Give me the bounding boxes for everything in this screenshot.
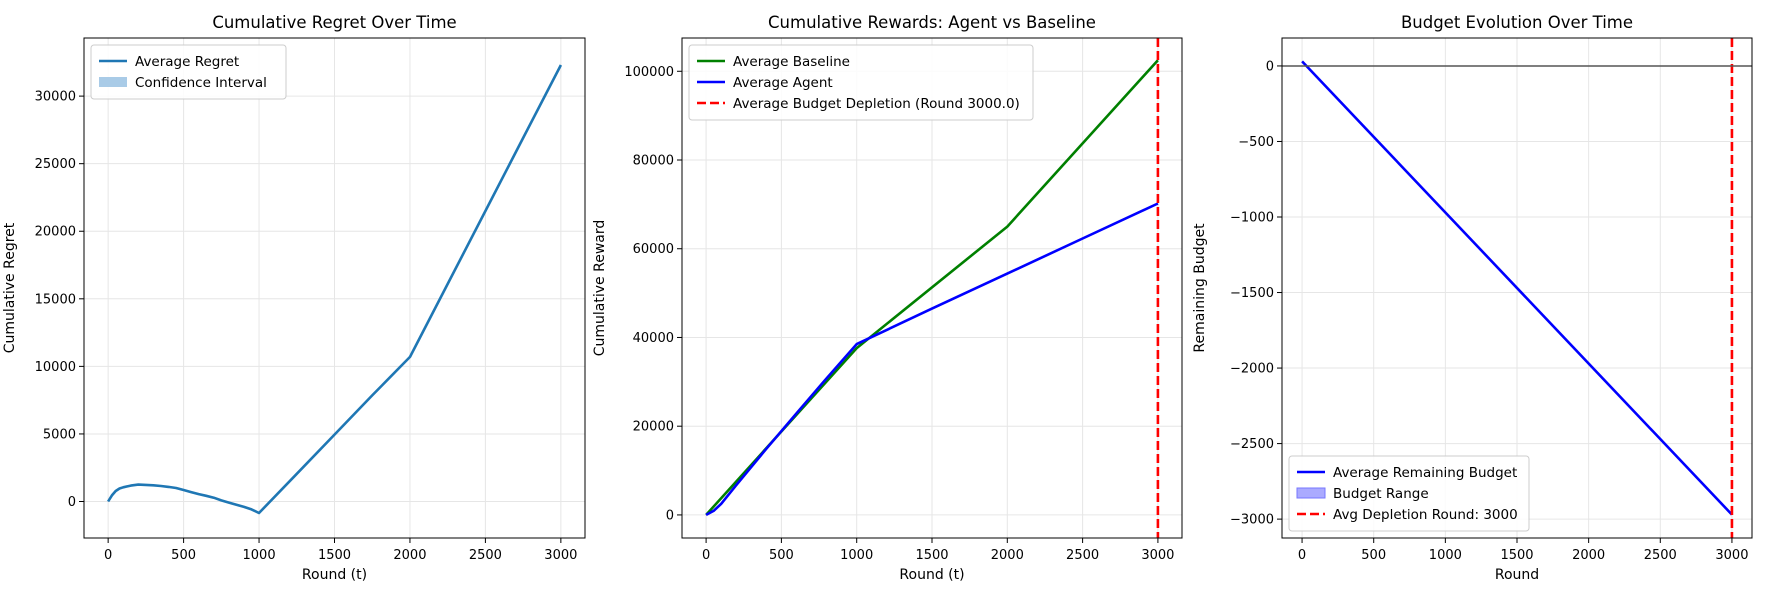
- x-tick-label: 2000: [393, 548, 426, 563]
- chart-title: Cumulative Regret Over Time: [212, 13, 456, 32]
- y-axis-label: Remaining Budget: [1192, 223, 1208, 353]
- legend-swatch-band: [1296, 487, 1326, 499]
- legend: Average Regret Confidence Interval: [90, 44, 287, 100]
- x-tick-label: 500: [769, 548, 794, 563]
- legend-entry: Average Remaining Budget: [1333, 465, 1517, 481]
- y-tick-label: 30000: [35, 90, 76, 105]
- x-tick-label: 1500: [915, 548, 948, 563]
- x-tick-label: 500: [1361, 548, 1386, 563]
- y-tick-label: 10000: [35, 360, 76, 375]
- y-tick-label: 20000: [633, 420, 674, 435]
- y-tick-label: −1500: [1230, 286, 1274, 301]
- series-layer: [705, 38, 1160, 538]
- chart-title: Budget Evolution Over Time: [1401, 13, 1633, 32]
- legend-entry: Average Baseline: [733, 54, 850, 70]
- chart-title: Cumulative Rewards: Agent vs Baseline: [768, 13, 1096, 32]
- legend-box: [90, 44, 287, 100]
- x-tick-label: 1000: [243, 548, 276, 563]
- x-tick-label: 2500: [1644, 548, 1677, 563]
- y-tick-label: 15000: [35, 292, 76, 307]
- y-tick-label: −1000: [1230, 211, 1274, 226]
- y-tick-label: 20000: [35, 225, 76, 240]
- x-tick-label: 1500: [1500, 548, 1533, 563]
- x-tick-label: 3000: [544, 548, 577, 563]
- y-axis-label: Cumulative Regret: [2, 222, 18, 353]
- series-layer: [1282, 38, 1752, 538]
- x-tick-label: 2000: [1572, 548, 1605, 563]
- x-tick-label: 1000: [1429, 548, 1462, 563]
- x-axis-label: Round (t): [302, 567, 367, 583]
- x-tick-label: 2500: [1066, 548, 1099, 563]
- x-axis-label: Round (t): [899, 567, 964, 583]
- chart-2: 0 500 1000 1500 2000 2500 3000 0 20000 40000 60000…: [592, 13, 1183, 583]
- x-tick-label: 2000: [991, 548, 1024, 563]
- x-axis-label: Round: [1495, 567, 1539, 583]
- x-tick-label: 3000: [1715, 548, 1748, 563]
- x-tick-label: 1500: [318, 548, 351, 563]
- y-tick-label: −2500: [1230, 437, 1274, 452]
- series-line: [106, 64, 563, 515]
- x-tick-label: 0: [104, 548, 112, 563]
- legend-entry: Avg Depletion Round: 3000: [1333, 507, 1518, 523]
- x-tick-label: 1000: [840, 548, 873, 563]
- legend: Average Remaining Budget Budget Range Avg …: [1288, 455, 1530, 532]
- y-tick-label: 80000: [633, 154, 674, 169]
- legend-entry: Confidence Interval: [135, 75, 267, 91]
- series-line: [705, 202, 1159, 517]
- x-tick-label: 500: [171, 548, 196, 563]
- chart-3: 0 500 1000 1500 2000 2500 3000 0 −500 −1000 −1500 −…: [1192, 13, 1753, 583]
- x-tick-label: 3000: [1141, 548, 1174, 563]
- series-layer: [106, 64, 563, 515]
- y-tick-label: 25000: [35, 157, 76, 172]
- legend-entry: Average Agent: [733, 75, 833, 91]
- y-axis-label: Cumulative Reward: [592, 220, 608, 357]
- y-tick-label: 0: [1266, 59, 1274, 74]
- y-tick-label: 100000: [624, 65, 674, 80]
- x-tick-label: 2500: [469, 548, 502, 563]
- legend-entry: Average Regret: [135, 54, 239, 70]
- legend-box: [1288, 455, 1530, 532]
- x-tick-label: 0: [1298, 548, 1306, 563]
- legend-entry: Average Budget Depletion (Round 3000.0): [733, 96, 1020, 112]
- y-tick-label: 0: [666, 508, 674, 523]
- chart-1: 0 500 1000 1500 2000 2500 30000500010000150002…: [2, 13, 586, 583]
- y-tick-label: 60000: [633, 242, 674, 257]
- y-tick-label: −2000: [1230, 362, 1274, 377]
- y-tick-label: 5000: [43, 427, 76, 442]
- y-tick-label: −500: [1238, 135, 1274, 150]
- legend-box: [688, 44, 1034, 121]
- legend-swatch-band: [99, 77, 127, 87]
- y-tick-label: −3000: [1230, 513, 1274, 528]
- series-line: [1301, 60, 1733, 516]
- x-tick-label: 0: [702, 548, 710, 563]
- y-tick-label: 0: [68, 495, 76, 510]
- legend-entry: Budget Range: [1333, 486, 1429, 502]
- y-tick-label: 40000: [633, 331, 674, 346]
- legend: Average Baseline Average Agent Average Bud…: [688, 44, 1034, 121]
